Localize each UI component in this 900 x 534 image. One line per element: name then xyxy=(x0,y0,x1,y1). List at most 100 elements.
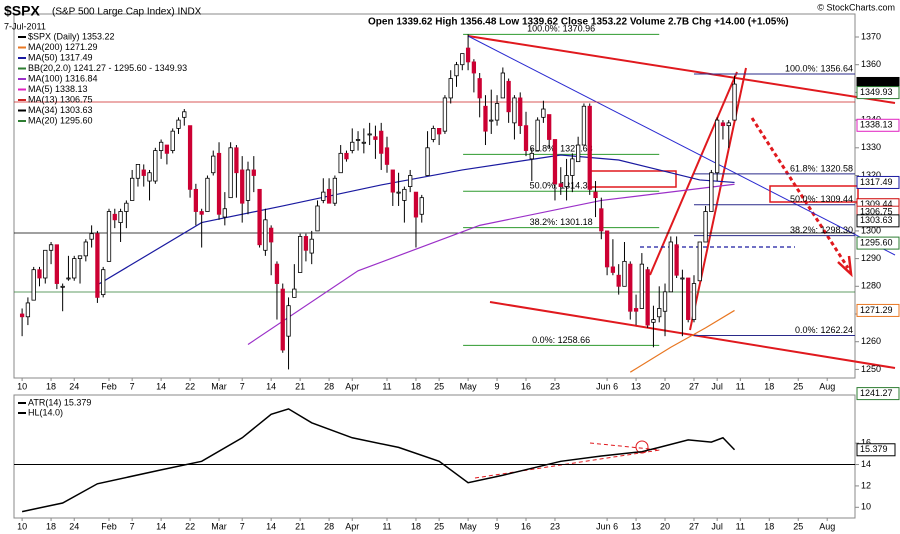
candle-body xyxy=(274,263,280,284)
candle-body xyxy=(77,255,83,260)
panel-title: ATR(14) 15.379 xyxy=(28,397,91,407)
candle-body xyxy=(691,283,697,320)
line xyxy=(629,309,735,373)
price-label-box xyxy=(856,387,900,401)
trend-line xyxy=(689,67,747,331)
candle-body xyxy=(234,147,239,174)
legend-entry: MA(34) 1303.63 xyxy=(28,105,93,115)
price-label-box xyxy=(856,443,896,457)
candle-body xyxy=(616,274,621,287)
candle-body xyxy=(425,147,430,176)
price-label: 1309.44 xyxy=(860,199,893,209)
candle-body xyxy=(431,128,436,140)
date: 7-Jul-2011 xyxy=(4,21,46,31)
x-tick-label: Apr xyxy=(345,381,359,391)
candle-body xyxy=(639,263,644,309)
fib-label: 100.0%: 1356.64 xyxy=(785,63,853,73)
candle-body xyxy=(471,61,477,74)
x-tick-label: 23 xyxy=(550,381,560,391)
y-tick-label: 1280 xyxy=(861,281,881,291)
x-tick-label: 11 xyxy=(382,521,391,531)
price-label: 1317.49 xyxy=(860,177,893,187)
x-tick-label: 18 xyxy=(764,381,774,391)
trend-line xyxy=(649,71,738,276)
candle-body xyxy=(141,169,146,176)
candle-body xyxy=(436,128,442,135)
x-tick-label: 25 xyxy=(434,381,444,391)
candle-body xyxy=(454,64,459,77)
candle-body xyxy=(576,144,581,163)
x-tick-label: 9 xyxy=(495,521,500,531)
arrow-head xyxy=(837,255,853,278)
atr-trend xyxy=(474,449,661,479)
candle-body xyxy=(442,97,448,132)
legend-entry: MA(100) 1316.84 xyxy=(28,73,98,83)
price-label: 15.379 xyxy=(860,444,888,454)
highlight-box xyxy=(769,185,859,203)
x-tick-label: 14 xyxy=(156,381,166,391)
candle-body xyxy=(199,211,204,215)
candle-body xyxy=(269,227,274,243)
candle-body xyxy=(657,308,662,318)
candle-body xyxy=(668,241,673,293)
line xyxy=(247,183,735,345)
y-tick-label: 1360 xyxy=(861,59,881,69)
candle-body xyxy=(535,119,540,151)
candle-body xyxy=(477,78,482,99)
price-label-box xyxy=(856,214,900,228)
y-tick-label: 1370 xyxy=(861,31,881,41)
candle-body xyxy=(112,213,117,221)
x-tick-label: Jul xyxy=(711,381,723,391)
legend-entry: $SPX (Daily) 1353.22 xyxy=(28,31,115,41)
x-tick-label: Mar xyxy=(211,521,227,531)
candle-body xyxy=(587,105,592,190)
candle-body xyxy=(541,108,546,118)
candle-body xyxy=(170,130,175,151)
x-tick-label: 25 xyxy=(434,521,444,531)
candle-body xyxy=(54,244,59,284)
candle-body xyxy=(344,152,349,160)
y-tick-label: 1290 xyxy=(861,253,881,263)
candle-body xyxy=(570,158,575,176)
y-tick-label: 16 xyxy=(861,438,871,448)
candle-body xyxy=(367,133,372,136)
candle-body xyxy=(135,164,141,179)
candle-body xyxy=(460,53,465,66)
candle-body xyxy=(413,191,419,218)
x-tick-label: 7 xyxy=(240,381,245,391)
candle-body xyxy=(124,202,129,212)
y-tick-label: 10 xyxy=(861,502,871,512)
price-label: 1349.93 xyxy=(860,87,893,97)
candle-body xyxy=(205,177,210,212)
candle-body xyxy=(732,83,737,121)
candle-body xyxy=(726,122,731,127)
candle-body xyxy=(95,233,100,298)
y-tick-label: 1320 xyxy=(861,170,881,180)
candle-body xyxy=(448,78,453,99)
candle-body xyxy=(280,288,285,351)
candle-body xyxy=(645,269,650,326)
x-tick-label: 25 xyxy=(793,521,803,531)
candle-body xyxy=(216,152,222,215)
candle-body xyxy=(715,119,720,174)
candle-body xyxy=(263,219,268,251)
candle-body xyxy=(697,241,702,282)
candle-body xyxy=(547,114,552,140)
price-label-box xyxy=(856,175,900,189)
price-label: 1241.27 xyxy=(860,388,893,398)
fib-label: 0.0%: 1258.66 xyxy=(532,335,590,345)
candle-body xyxy=(48,244,54,251)
candle-body xyxy=(326,188,332,204)
x-tick-label: 14 xyxy=(266,521,276,531)
x-tick-label: 21 xyxy=(295,521,305,531)
x-tick-label: Aug xyxy=(819,521,835,531)
x-tick-label: 9 xyxy=(495,381,500,391)
candle-body xyxy=(245,169,251,201)
x-tick-label: Feb xyxy=(101,521,117,531)
atr-trend xyxy=(589,442,661,451)
candle-body xyxy=(60,285,65,288)
candle-body xyxy=(390,169,395,193)
candle-body xyxy=(419,197,424,215)
x-tick-label: Jul xyxy=(711,521,723,531)
